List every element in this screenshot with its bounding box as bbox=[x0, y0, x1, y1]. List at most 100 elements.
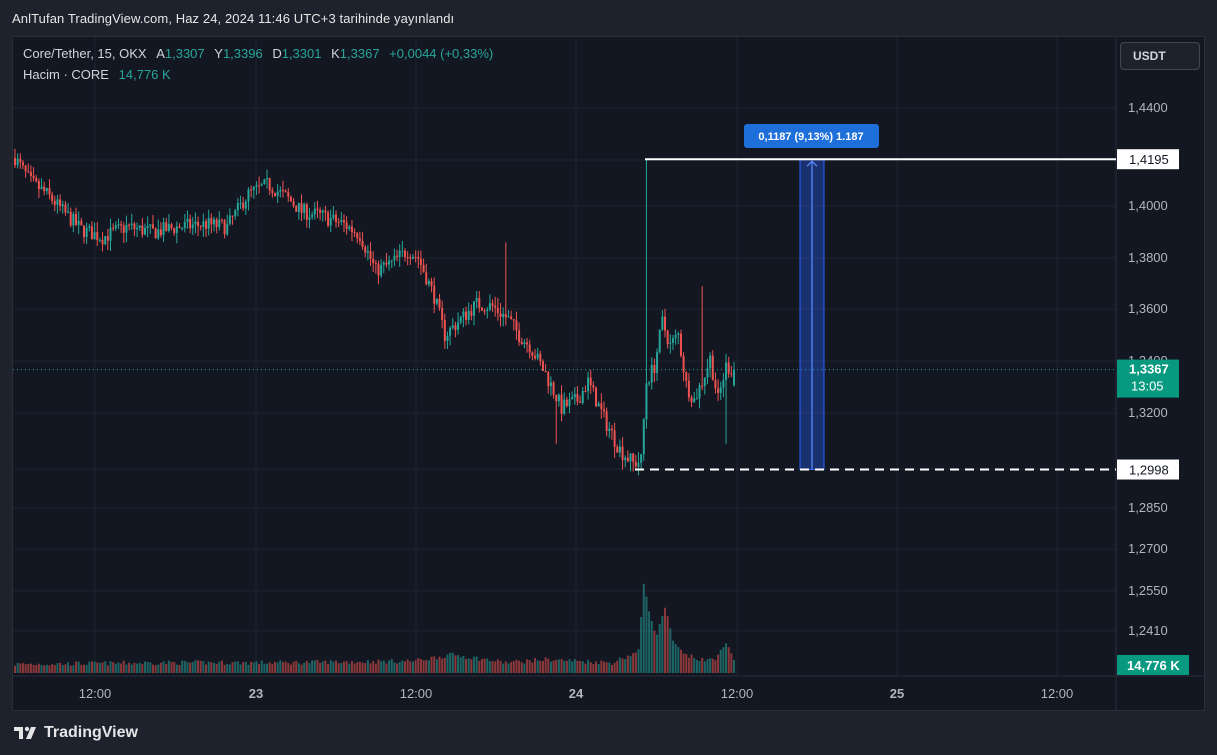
candle bbox=[361, 232, 364, 250]
candle bbox=[178, 223, 181, 229]
candle bbox=[215, 217, 218, 234]
candle bbox=[549, 376, 552, 396]
volume-bar bbox=[202, 661, 205, 673]
candle-body bbox=[308, 217, 311, 220]
candle bbox=[114, 221, 117, 231]
volume-bar bbox=[120, 663, 123, 673]
volume-bar bbox=[24, 664, 27, 673]
candle bbox=[645, 159, 648, 429]
volume-bar bbox=[284, 661, 287, 673]
candle-body bbox=[146, 225, 149, 228]
volume-bar bbox=[305, 661, 308, 673]
candle-body bbox=[61, 204, 64, 207]
candle-body bbox=[414, 256, 417, 258]
volume-bar bbox=[157, 664, 160, 673]
candle bbox=[281, 180, 284, 198]
volume-bar bbox=[491, 661, 494, 673]
candle-body bbox=[202, 221, 205, 227]
candle bbox=[388, 255, 391, 271]
candle bbox=[637, 452, 640, 476]
volume-bar bbox=[555, 659, 558, 673]
candle-body bbox=[483, 310, 486, 312]
volume-bar bbox=[167, 660, 170, 673]
candle-body bbox=[709, 355, 712, 369]
candle-body bbox=[491, 303, 494, 306]
volume-bar bbox=[499, 660, 502, 673]
candle bbox=[409, 254, 412, 265]
candle bbox=[472, 301, 475, 326]
candle bbox=[313, 201, 316, 220]
volume-bar bbox=[255, 661, 258, 673]
volume-bar bbox=[258, 664, 261, 673]
candle bbox=[414, 250, 417, 263]
level-price-label-bg bbox=[1117, 459, 1179, 480]
volume-bar bbox=[449, 652, 452, 673]
candle bbox=[157, 219, 160, 241]
candle bbox=[340, 212, 343, 226]
volume-bar bbox=[40, 665, 43, 673]
candle bbox=[541, 359, 544, 372]
candle bbox=[427, 278, 430, 288]
candle bbox=[730, 365, 733, 378]
volume-bar bbox=[332, 661, 335, 673]
tradingview-logo[interactable]: TradingView bbox=[14, 724, 138, 742]
candle-body bbox=[666, 330, 669, 345]
volume-bar bbox=[250, 661, 253, 673]
high-value: 1,3396 bbox=[222, 46, 263, 61]
volume-bar bbox=[584, 663, 587, 673]
candle bbox=[210, 213, 213, 234]
candle-body bbox=[634, 461, 637, 467]
volume-axis-label-text: 14,776 K bbox=[1127, 658, 1180, 673]
volume-bar bbox=[104, 661, 107, 673]
volume-bar bbox=[534, 658, 537, 673]
candle bbox=[122, 222, 125, 243]
price-tick-label: 1,2410 bbox=[1128, 623, 1168, 638]
volume-bar bbox=[658, 624, 661, 673]
chart-pane[interactable] bbox=[12, 36, 1205, 711]
candle-body bbox=[112, 227, 115, 229]
candle bbox=[520, 337, 523, 345]
candle-body bbox=[711, 355, 714, 381]
candle-body bbox=[181, 227, 184, 229]
candle-body bbox=[226, 223, 229, 235]
candle-body bbox=[422, 264, 425, 273]
volume-bar bbox=[693, 658, 696, 673]
volume-bar bbox=[560, 659, 563, 673]
volume-bar bbox=[77, 661, 80, 673]
currency-button[interactable]: USDT bbox=[1120, 42, 1200, 70]
candle-body bbox=[353, 232, 356, 233]
candle-body bbox=[268, 178, 271, 191]
candle bbox=[441, 300, 444, 329]
last-candle-body bbox=[733, 369, 735, 386]
candle-body bbox=[526, 342, 529, 345]
candle-body bbox=[106, 236, 109, 241]
volume-bars bbox=[14, 583, 735, 673]
price-tick-label: 1,2850 bbox=[1128, 500, 1168, 515]
candle-body bbox=[653, 364, 656, 373]
candle bbox=[406, 251, 409, 266]
candle bbox=[531, 351, 534, 361]
volume-bar bbox=[595, 661, 598, 673]
candle bbox=[80, 217, 83, 226]
candle-body bbox=[534, 355, 537, 359]
candle-body bbox=[27, 171, 30, 173]
symbol-label[interactable]: Core/Tether, 15, OKX bbox=[23, 46, 147, 61]
volume-bar bbox=[544, 657, 547, 673]
candle bbox=[504, 242, 507, 326]
publish-info: AnlTufan TradingView.com, Haz 24, 2024 1… bbox=[12, 11, 455, 26]
candle-body bbox=[393, 255, 396, 261]
volume-key[interactable]: Hacim · CORE bbox=[23, 67, 109, 82]
volume-bar bbox=[414, 660, 417, 673]
volume-bar bbox=[247, 664, 250, 673]
volume-bar bbox=[677, 647, 680, 673]
candle bbox=[223, 218, 226, 239]
volume-bar bbox=[353, 663, 356, 673]
candle-body bbox=[581, 391, 584, 404]
volume-bar bbox=[483, 658, 486, 673]
volume-bar bbox=[146, 662, 149, 673]
candle-body bbox=[252, 186, 255, 190]
volume-bar bbox=[260, 660, 263, 673]
volume-bar bbox=[276, 662, 279, 673]
candle bbox=[465, 306, 468, 326]
